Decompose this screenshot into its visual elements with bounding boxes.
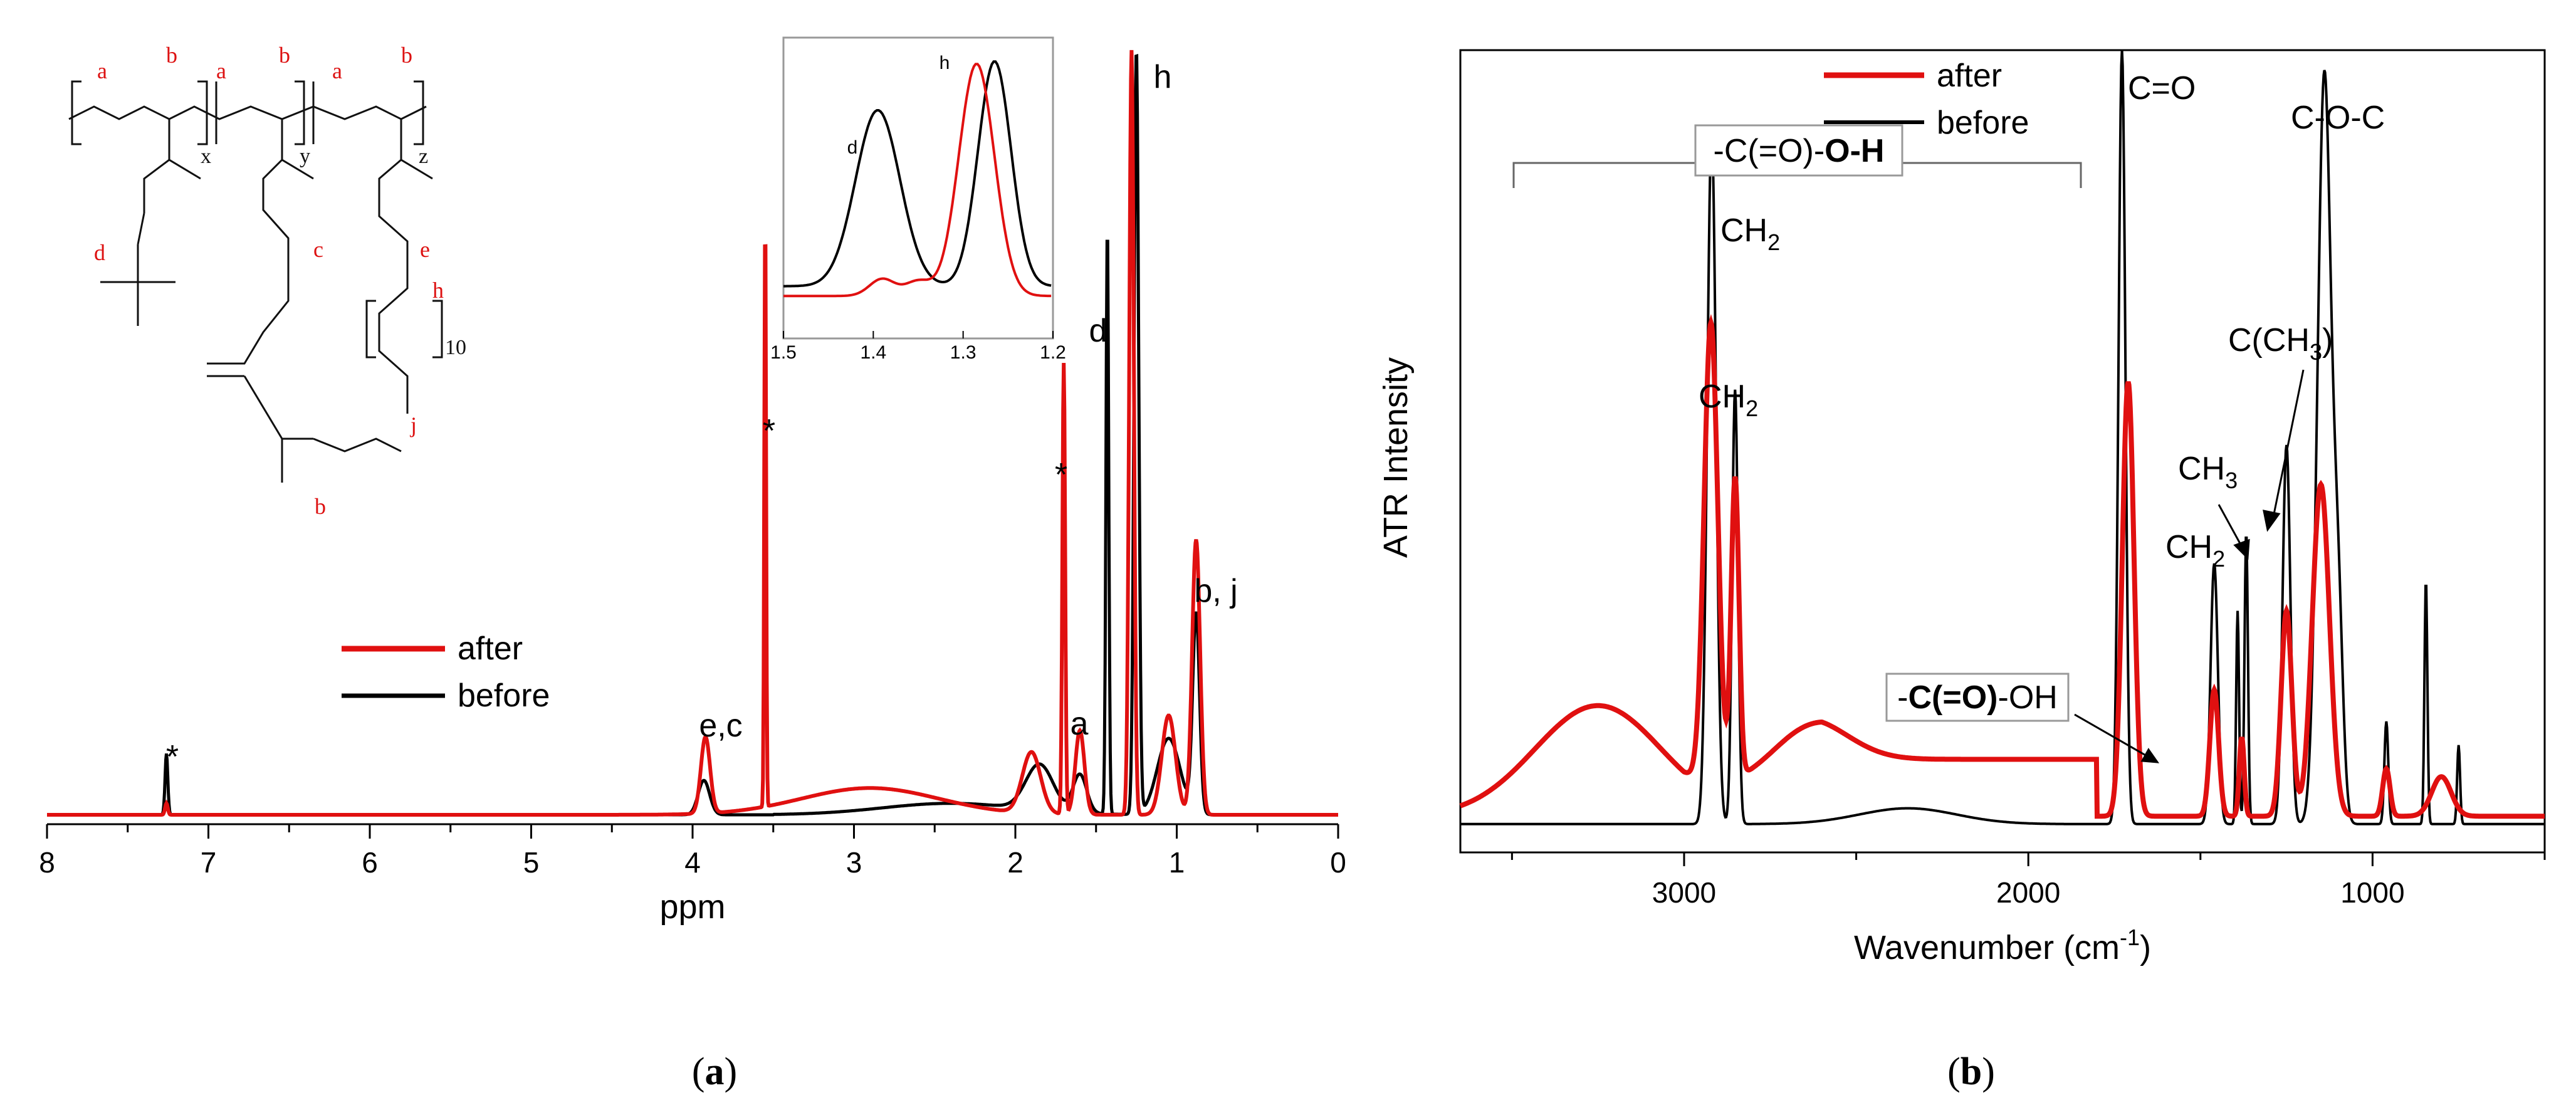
structure-labels: a b a b a b x y z d c e h 10 j b	[94, 43, 466, 519]
ester-2	[207, 119, 314, 365]
x-tick-label: 3	[846, 846, 862, 879]
x-tick-label: 4	[684, 846, 701, 879]
peak-label-asterisk: *	[1055, 457, 1067, 493]
x-axis-label-b: Wavenumber (cm-1)	[1854, 924, 2151, 966]
x-tick-label: 3000	[1652, 876, 1716, 909]
bracket-y	[215, 80, 305, 145]
arrowhead	[2140, 748, 2160, 763]
struct-label-y: y	[300, 145, 310, 168]
struct-label-a: a	[216, 58, 226, 83]
arrowhead	[2263, 510, 2281, 532]
inset-tick-label: 1.3	[950, 342, 976, 363]
inset-label-h: h	[940, 53, 950, 73]
y-axis-label-b: ATR Intensity	[1377, 357, 1415, 558]
legend-a: after before	[342, 631, 550, 714]
series-line-before	[1460, 50, 2545, 825]
inset-x-ticks: 1.5 1.4 1.3 1.2	[770, 331, 1066, 363]
peak-label-e-c: e,c	[699, 708, 742, 744]
x-tick-label: 2000	[1996, 876, 2060, 909]
annotation-box	[1885, 673, 2070, 722]
struct-label-a: a	[97, 58, 107, 83]
peak-label-asterisk: *	[763, 413, 775, 449]
inset-frame	[782, 36, 1054, 340]
struct-label-h: h	[432, 278, 444, 303]
x-tick-label: 6	[362, 846, 378, 879]
x-tick-label: 1	[1169, 846, 1185, 879]
series-line-after	[47, 50, 1338, 817]
peak-label-h: h	[1154, 59, 1172, 95]
struct-label-x: x	[201, 145, 211, 168]
annotation-ch2: CH2	[1699, 379, 1758, 421]
bracket-10	[365, 300, 443, 359]
struct-label-b: b	[315, 494, 326, 519]
series-line-before	[47, 53, 1338, 817]
annotation-ch2: CH2	[2165, 529, 2225, 572]
arrow-carbonyl	[2074, 713, 2152, 760]
struct-label-z: z	[419, 145, 428, 168]
annotation-box	[1694, 124, 1903, 177]
peak-label-b-j: b, j	[1194, 573, 1237, 609]
x-axis-label: ppm	[659, 888, 725, 926]
cooh-bracket: -C(=O)-O-H	[1512, 124, 2082, 188]
annotation-carbonyl-oh: -C(=O)-OH	[1897, 679, 2058, 716]
struct-label-10: 10	[445, 336, 466, 359]
x-axis-ticks-b: 3000 2000 1000	[1511, 852, 2546, 909]
annotation-coc: C-O-C	[2291, 100, 2385, 136]
legend-label-after: after	[458, 631, 523, 667]
polymer-structure	[68, 80, 443, 483]
x-tick-label: 5	[523, 846, 540, 879]
inset-tick-label: 1.4	[860, 342, 886, 363]
inset-chart: 1.5 1.4 1.3 1.2 d h	[770, 36, 1066, 363]
struct-label-d: d	[94, 240, 105, 265]
x-tick-label: 1000	[2340, 876, 2404, 909]
annotation-co: C=O	[2128, 70, 2196, 107]
bracket-z	[312, 80, 424, 145]
x-tick-label: 2	[1007, 846, 1024, 879]
struct-label-c: c	[313, 237, 323, 262]
peak-label-asterisk: *	[166, 739, 179, 775]
struct-label-a: a	[332, 58, 342, 83]
x-axis-ticks: 8 7 6 5 4 3 2 1 0	[39, 824, 1346, 879]
x-tick-label: 8	[39, 846, 55, 879]
panel-label-a: (a)	[692, 1050, 737, 1093]
inset-line-after	[783, 63, 1052, 298]
inset-tick-label: 1.5	[770, 342, 797, 363]
peak-label-d: d	[1089, 313, 1107, 349]
ester-1	[143, 119, 201, 213]
backbone-bond	[68, 105, 427, 120]
series-line-after	[1459, 313, 2545, 819]
plot-frame-b	[1459, 49, 2546, 854]
inset-line-before	[783, 60, 1052, 288]
ester-3	[378, 119, 433, 414]
peak-label-a: a	[1071, 706, 1089, 742]
bracket-x	[71, 80, 208, 145]
struct-label-e: e	[420, 237, 430, 262]
legend-label-after: after	[1937, 58, 2002, 94]
struct-label-b: b	[166, 43, 177, 68]
x-tick-label: 7	[201, 846, 217, 879]
struct-label-j: j	[409, 412, 417, 437]
struct-label-b: b	[401, 43, 412, 68]
arrowhead	[2233, 538, 2250, 560]
struct-label-b: b	[279, 43, 290, 68]
annotation-ch3: CH3	[2178, 451, 2238, 493]
arrows	[2074, 369, 2305, 763]
arrow-cch3	[2271, 369, 2305, 524]
legend-b: after before	[1824, 58, 2029, 141]
methacrylate-end	[207, 375, 402, 483]
legend-label-before: before	[458, 678, 550, 714]
annotation-ch2: CH2	[1720, 212, 1780, 255]
carbonyl-annotation: -C(=O)-OH	[1885, 673, 2070, 722]
inset-tick-label: 1.2	[1040, 342, 1066, 363]
inset-label-d: d	[847, 137, 858, 158]
annotation-cch3: C(CH3)	[2228, 322, 2333, 365]
panel-label-b: (b)	[1947, 1050, 1995, 1093]
x-tick-label: 0	[1330, 846, 1346, 879]
tbutyl	[100, 212, 175, 326]
annotation-cooh: -C(=O)-O-H	[1714, 133, 1885, 169]
legend-label-before: before	[1937, 105, 2029, 141]
panel-b-chart: 3000 2000 1000 Wavenumber (cm-1) ATR Inten…	[1377, 49, 2546, 1093]
